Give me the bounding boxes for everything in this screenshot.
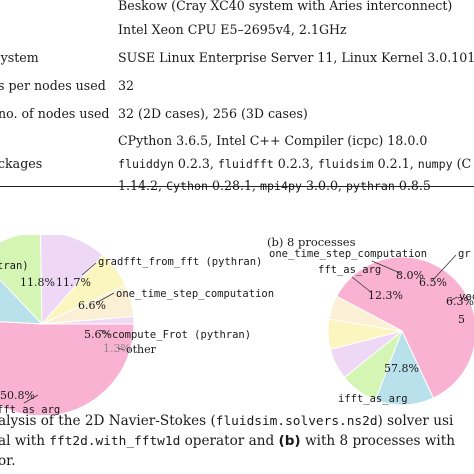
table-row-value: Beskow (Cray XC40 system with Aries inte… bbox=[118, 0, 452, 14]
slice-callout-label: gr bbox=[458, 248, 471, 260]
pie-slice bbox=[374, 329, 434, 406]
slice-percent-label: 8.0% bbox=[396, 269, 424, 282]
code-token: fft2d.with_fftw1d bbox=[49, 434, 181, 449]
pie-annotations: 11.8% 11.7% 6.6% 5.6%1.3% 50.8% tran) gradfft_… bbox=[0, 235, 474, 415]
value-text: 0.2.3, bbox=[173, 156, 218, 171]
slice-callout-label: gradfft_from_fft (pythran) bbox=[98, 256, 262, 268]
slice-percent-label: 50.8% bbox=[0, 389, 35, 402]
caption-text: operator and bbox=[180, 433, 279, 449]
value-text: Beskow (Cray XC40 system with Aries inte… bbox=[118, 0, 453, 13]
value-text: 0.28.1, bbox=[207, 178, 261, 193]
pie-slice bbox=[328, 295, 403, 332]
caption-text: al with bbox=[0, 433, 50, 449]
caption-text: with 8 processes with bbox=[300, 433, 455, 449]
package-name: fluidfft bbox=[217, 157, 274, 171]
leader-line bbox=[99, 329, 111, 336]
pie-slice bbox=[41, 315, 135, 325]
pie-chart-a bbox=[0, 235, 135, 415]
table-row-value: Intel Xeon CPU E5–2695v4, 2.1GHz bbox=[118, 22, 347, 38]
slice-callout-label: compute_Frot (pythran) bbox=[112, 329, 251, 341]
package-name: numpy bbox=[417, 157, 453, 171]
slice-callout-label: vec bbox=[459, 291, 474, 303]
table-row-key: System bbox=[0, 50, 39, 65]
package-name: fluiddyn bbox=[118, 157, 174, 171]
pie-slice bbox=[0, 321, 135, 415]
package-name: mpi4py bbox=[260, 179, 302, 193]
table-row-key: ckages bbox=[0, 156, 43, 171]
leader-line bbox=[117, 347, 125, 351]
table-row-value: 1.14.2, Cython 0.28.1, mpi4py 3.0.0, pyt… bbox=[118, 178, 431, 194]
package-name: Cython bbox=[166, 179, 208, 193]
table-row: CPython 3.6.5, Intel C++ Compiler (icpc)… bbox=[0, 133, 474, 151]
value-text: 32 (2D cases), 256 (3D cases) bbox=[118, 106, 308, 121]
table-row: no. of nodes used 32 (2D cases), 256 (3D … bbox=[0, 106, 474, 124]
leader-line bbox=[23, 394, 39, 404]
panel-b-title: (b) 8 processes bbox=[267, 235, 356, 249]
table-row: 1.14.2, Cython 0.28.1, mpi4py 3.0.0, pyt… bbox=[0, 178, 474, 196]
leader-line bbox=[449, 296, 458, 302]
caption-line-3: or. bbox=[0, 452, 16, 470]
table-row: System SUSE Linux Enterprise Server 11, L… bbox=[0, 50, 474, 68]
table-row: s per nodes used 32 bbox=[0, 78, 474, 96]
caption-text: or. bbox=[0, 453, 16, 469]
value-text: (C bbox=[452, 156, 472, 171]
caption-line-1: alysis of the 2D Navier-Stokes (fluidsim… bbox=[0, 412, 453, 431]
slice-percent-label: 6.5% bbox=[419, 276, 447, 289]
value-text: 32 bbox=[118, 78, 135, 93]
slice-percent-label: 5 bbox=[458, 313, 465, 326]
slice-percent-label: 57.8% bbox=[384, 362, 419, 375]
caption-text: alysis of the 2D Navier-Stokes ( bbox=[0, 413, 216, 429]
slice-callout-label: other bbox=[126, 343, 157, 356]
table-row-key: s per nodes used bbox=[0, 78, 106, 93]
leader-line bbox=[431, 254, 457, 282]
slice-callout-label: fft_as_arg bbox=[0, 404, 60, 415]
table-bottom-rule bbox=[0, 186, 474, 187]
pie-slice bbox=[0, 235, 43, 326]
slice-percent-label: 11.7% bbox=[56, 276, 91, 289]
slice-callout-label: fft_as_arg bbox=[318, 264, 381, 276]
table-row-value: fluiddyn 0.2.3, fluidfft 0.2.3, fluidsim… bbox=[118, 156, 471, 172]
value-text: CPython 3.6.5, Intel C++ Compiler (icpc)… bbox=[118, 133, 428, 148]
caption-text: (b) bbox=[278, 433, 301, 449]
package-name: pythran bbox=[346, 179, 395, 193]
table-row-value: SUSE Linux Enterprise Server 11, Linux K… bbox=[118, 50, 474, 66]
slice-callout-label: tran) bbox=[0, 260, 29, 272]
slice-callout-label: ifft_as_arg bbox=[338, 393, 408, 405]
table-row-key: no. of nodes used bbox=[0, 106, 110, 121]
value-text: 0.2.3, bbox=[273, 156, 318, 171]
table-row: Intel Xeon CPU E5–2695v4, 2.1GHz bbox=[0, 22, 474, 40]
table-row-value: 32 bbox=[118, 78, 134, 94]
caption-text: ) solver usi bbox=[377, 413, 454, 429]
slice-callout-label: one_time_step_computation bbox=[116, 288, 274, 300]
table-row-value: 32 (2D cases), 256 (3D cases) bbox=[118, 106, 308, 122]
slice-percent-label: 11.8% bbox=[20, 276, 55, 289]
value-text: 0.8.5 bbox=[394, 178, 431, 193]
pie-slice bbox=[40, 235, 104, 326]
slice-percent-label: 5.6% bbox=[84, 328, 112, 341]
table-row: Beskow (Cray XC40 system with Aries inte… bbox=[0, 0, 474, 16]
profiling-pie-charts: 11.8% 11.7% 6.6% 5.6%1.3% 50.8% tran) gradfft_… bbox=[0, 235, 474, 415]
slice-percent-label: 1.3% bbox=[103, 342, 131, 355]
value-text: SUSE Linux Enterprise Server 11, Linux K… bbox=[118, 50, 474, 65]
value-text: 3.0.0, bbox=[301, 178, 346, 193]
slice-percent-label: 6.3% bbox=[446, 295, 474, 308]
package-name: fluidsim bbox=[317, 157, 374, 171]
leader-line bbox=[95, 292, 115, 304]
value-text: 1.14.2, bbox=[118, 178, 167, 193]
leader-line bbox=[81, 262, 97, 276]
leader-line bbox=[351, 276, 373, 294]
slice-percent-label: 12.3% bbox=[368, 289, 403, 302]
slice-percent-label: 6.6% bbox=[78, 299, 106, 312]
value-text: 0.2.1, bbox=[373, 156, 418, 171]
table-row: ckages fluiddyn 0.2.3, fluidfft 0.2.3, fl… bbox=[0, 156, 474, 174]
leader-line bbox=[371, 260, 401, 274]
table-row-value: CPython 3.6.5, Intel C++ Compiler (icpc)… bbox=[118, 133, 427, 149]
caption-line-2: al with fft2d.with_fftw1d operator and (… bbox=[0, 432, 455, 451]
code-token: fluidsim.solvers.ns2d bbox=[215, 414, 378, 429]
value-text: Intel Xeon CPU E5–2695v4, 2.1GHz bbox=[118, 22, 347, 37]
slice-callout-label: one_time_step_computation bbox=[269, 248, 427, 260]
